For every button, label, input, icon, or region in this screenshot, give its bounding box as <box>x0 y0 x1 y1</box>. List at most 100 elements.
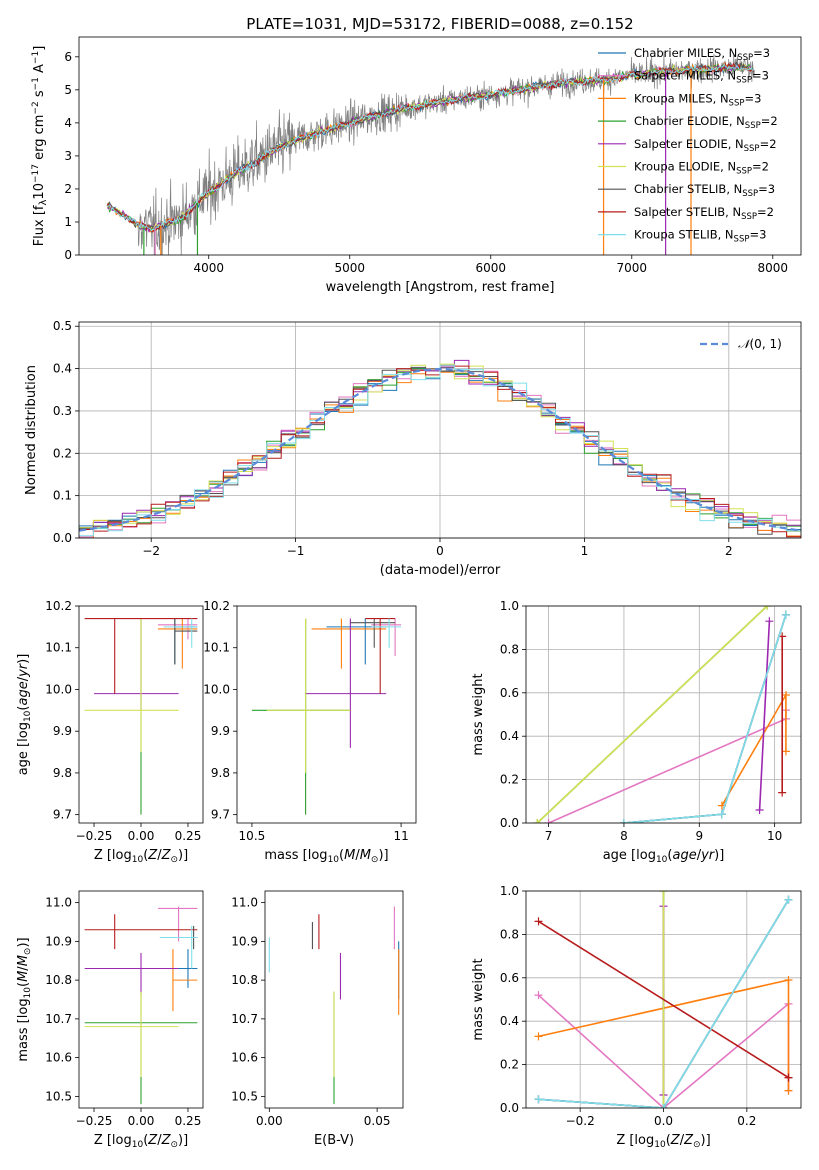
x-tick-label: 0.00 <box>256 1114 283 1128</box>
y-tick-label: 1.0 <box>500 884 519 898</box>
y-tick-label: 10.1 <box>45 641 72 655</box>
residuals-ylabel: Normed distribution <box>24 365 39 495</box>
mass-weight-marker-2 <box>534 1032 543 1041</box>
y-tick-label: 10.1 <box>203 641 230 655</box>
mass-weight-marker-8 <box>659 1104 668 1108</box>
x-tick-label: −2 <box>142 544 160 558</box>
massweight-vs-age-lines <box>533 606 790 823</box>
x-tick-label: 0.2 <box>737 1114 756 1128</box>
x-tick-label: 4000 <box>193 261 224 275</box>
normal-reference-curve <box>79 367 801 532</box>
y-tick-label: 0.0 <box>53 531 72 545</box>
legend-label: Kroupa ELODIE, NSSP=2 <box>634 160 769 177</box>
y-tick-label: 1.0 <box>500 599 519 613</box>
massweight-vs-Z-axes: −0.2 0.0 0.2 0.0 0.2 0.4 0.6 0.8 1.0 <box>500 884 801 1128</box>
x-tick-label: 8000 <box>758 261 789 275</box>
spectrum-ylabel: Flux [fλ10−17 erg cm−2 s−1 A−1] <box>31 46 49 247</box>
y-tick-label: 9.8 <box>53 766 72 780</box>
x-tick-label: −0.25 <box>76 829 113 843</box>
y-tick-label: 0.8 <box>500 927 519 941</box>
mass-weight-marker-2 <box>784 975 793 984</box>
mass-weight-marker-2 <box>781 747 790 756</box>
massweight-vs-Z-frame <box>525 890 802 1109</box>
mass-vs-Z-errorbars <box>84 906 198 1105</box>
y-tick-label: 4 <box>64 116 72 130</box>
x-tick-label: 7 <box>545 829 553 843</box>
mass-weight-marker-5 <box>763 606 772 610</box>
y-tick-label: 10.2 <box>203 599 230 613</box>
massweight-vs-age-xlabel: age [log10(age/yr)] <box>603 848 725 865</box>
age-vs-mass-errorbars <box>251 617 402 815</box>
y-tick-label: 0.3 <box>53 404 72 418</box>
legend-model-name: Kroupa MILES, N <box>634 91 729 105</box>
age-vs-Z-errorbars <box>84 617 198 815</box>
y-tick-label: 10.5 <box>231 1089 258 1103</box>
y-tick-label: 9.7 <box>53 808 72 822</box>
y-tick-label: 0.1 <box>53 489 72 503</box>
mass-vs-Z-ylabel: mass [log10(M/M⊙)] <box>16 937 33 1061</box>
y-tick-label: 0.2 <box>500 1058 519 1072</box>
y-tick-label: 0.0 <box>500 816 519 830</box>
mass-weight-line-2 <box>721 692 787 807</box>
model-spectrum-5 <box>106 63 754 230</box>
mass-weight-marker-4 <box>765 617 774 626</box>
mass-weight-line-7 <box>538 920 789 1079</box>
age-vs-Z-frame <box>78 605 204 824</box>
x-tick-label: 9 <box>695 829 703 843</box>
y-tick-label: 10.9 <box>231 934 258 948</box>
mass-weight-marker-7 <box>534 917 543 926</box>
x-tick-label: 7000 <box>617 261 648 275</box>
legend-model-name: Salpeter MILES, N <box>634 69 736 83</box>
y-tick-label: 0.6 <box>500 686 519 700</box>
y-tick-label: 0.2 <box>500 773 519 787</box>
plot-layer: 4000 5000 6000 7000 8000 0 1 2 3 4 5 6 wavelength [A… <box>16 36 802 1150</box>
mass-vs-Z-axes: −0.25 0.00 0.25 10.5 10.6 10.7 10.8 10.9 11.0 <box>45 896 201 1128</box>
mass-weight-marker-8 <box>784 895 793 904</box>
age-vs-mass-xlabel: mass [log10(M/M⊙)] <box>264 848 388 865</box>
y-tick-label: 5 <box>64 83 72 97</box>
legend-label: Salpeter STELIB, NSSP=2 <box>634 205 774 222</box>
x-tick-label: −0.25 <box>76 1114 113 1128</box>
y-tick-label: 10.2 <box>45 599 72 613</box>
x-tick-label: 0.25 <box>175 829 202 843</box>
figure-title: PLATE=1031, MJD=53172, FIBERID=0088, z=0… <box>246 15 633 33</box>
mass-vs-Z-xlabel: Z [log10(Z/Z⊙)] <box>94 1133 188 1150</box>
massweight-vs-Z-xlabel: Z [log10(Z/Z⊙)] <box>616 1133 710 1150</box>
y-tick-label: 0.8 <box>500 642 519 656</box>
y-tick-label: 10.7 <box>45 1012 72 1026</box>
y-tick-label: 0.4 <box>500 729 519 743</box>
x-tick-label: 5000 <box>334 261 365 275</box>
x-tick-label: 0.00 <box>128 829 155 843</box>
mass-weight-marker-8 <box>619 819 628 823</box>
legend-label: Chabrier ELODIE, NSSP=2 <box>634 114 778 131</box>
y-tick-label: 3 <box>64 149 72 163</box>
x-tick-label: 0 <box>436 544 444 558</box>
mass-weight-line-5 <box>536 606 768 823</box>
residual-histograms <box>79 359 801 538</box>
mass-vs-EBV-frame <box>264 890 404 1109</box>
y-tick-label: 10.8 <box>231 973 258 987</box>
x-tick-label: 0.25 <box>175 1114 202 1128</box>
age-vs-Z-axes: −0.25 0.00 0.25 9.7 9.8 9.9 10.0 10.1 10.2 <box>45 599 201 843</box>
y-tick-label: 0.4 <box>53 362 72 376</box>
mass-weight-line-4 <box>758 621 771 811</box>
legend-model-name: Salpeter ELODIE, N <box>634 137 744 151</box>
legend-model-name: Chabrier MILES, N <box>634 46 737 60</box>
y-tick-label: 11.0 <box>231 896 258 910</box>
legend-label: Kroupa STELIB, NSSP=3 <box>634 228 766 245</box>
y-tick-label: 9.9 <box>211 724 230 738</box>
mass-vs-EBV-errorbars <box>268 906 400 1105</box>
y-tick-label: 0.4 <box>500 1014 519 1028</box>
observed-spectrum <box>106 51 755 255</box>
mass-weight-marker-7 <box>778 788 787 797</box>
age-vs-Z-xlabel: Z [log10(Z/Z⊙)] <box>94 848 188 865</box>
massweight-vs-age-ylabel: mass weight <box>471 673 486 755</box>
y-tick-label: 9.9 <box>53 724 72 738</box>
y-tick-label: 0.2 <box>53 446 72 460</box>
reference-legend-label: 𝒩(0, 1) <box>738 337 782 351</box>
x-tick-label: 8 <box>620 829 628 843</box>
y-tick-label: 9.8 <box>211 766 230 780</box>
mass-weight-marker-8 <box>534 1095 543 1104</box>
massweight-vs-Z-ylabel: mass weight <box>471 958 486 1040</box>
